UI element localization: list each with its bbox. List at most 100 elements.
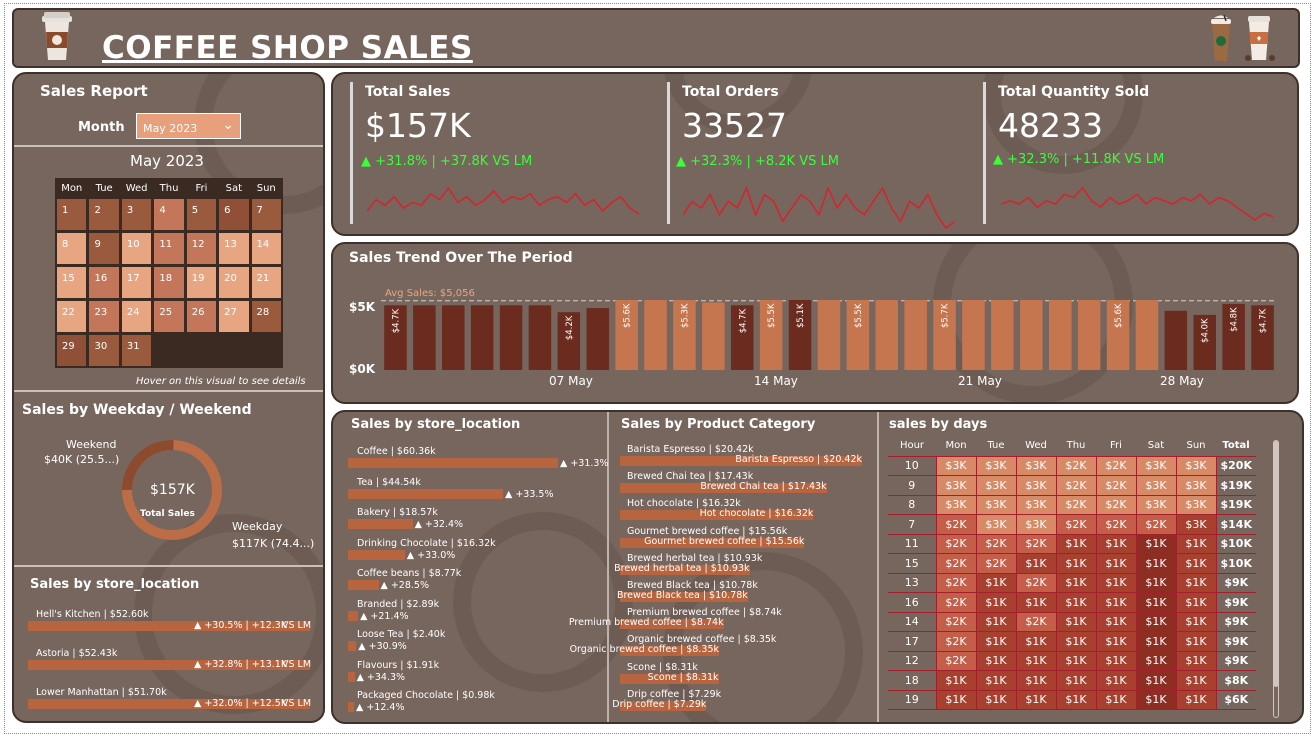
trend-bar-day-9[interactable] — [615, 300, 638, 370]
heatmap-cell[interactable]: $2K — [975, 553, 1017, 574]
trend-bar-day-13[interactable] — [731, 305, 754, 370]
calendar-day-cell[interactable]: 19 — [185, 266, 218, 299]
calendar-day-cell[interactable]: 10 — [120, 232, 153, 265]
heatmap-cell[interactable]: $1K — [975, 592, 1017, 613]
heatmap-cell[interactable]: $1K — [1095, 631, 1137, 652]
heatmap-cell[interactable]: $2K — [1015, 572, 1057, 593]
heatmap-cell[interactable]: $2K — [1015, 611, 1057, 632]
calendar-day-cell[interactable]: 23 — [88, 300, 120, 333]
heatmap-cell[interactable]: $1K — [1055, 592, 1097, 613]
calendar-day-cell[interactable]: 28 — [250, 300, 282, 333]
trend-bar-day-15[interactable] — [788, 300, 812, 370]
heatmap-cell[interactable]: $1K — [1055, 631, 1097, 652]
trend-bar-day-8[interactable] — [586, 308, 610, 370]
heatmap-cell[interactable]: $1K — [1015, 553, 1057, 574]
trend-bar-day-4[interactable] — [470, 305, 494, 370]
trend-bar-day-19[interactable] — [904, 300, 927, 370]
trend-bar-day-1[interactable] — [384, 305, 407, 370]
calendar-day-cell[interactable]: 2 — [88, 198, 120, 231]
trend-bar-day-28[interactable] — [1164, 310, 1188, 370]
heatmap-cell[interactable]: $1K — [1095, 533, 1137, 554]
trend-bar-day-20[interactable] — [933, 300, 956, 370]
calendar-day-cell[interactable]: 6 — [218, 198, 250, 231]
scrollbar-thumb[interactable] — [1274, 441, 1278, 687]
calendar-day-cell[interactable]: 8 — [56, 232, 88, 265]
heatmap-cell[interactable]: $1K — [1095, 611, 1137, 632]
calendar-day-cell[interactable]: 24 — [120, 300, 153, 333]
month-dropdown[interactable]: May 2023 ⌄ — [136, 113, 241, 139]
heatmap-cell[interactable]: $1K — [1055, 689, 1097, 710]
calendar-day-cell[interactable]: 12 — [185, 232, 218, 265]
heatmap-cell[interactable]: $3K — [1135, 475, 1177, 496]
heatmap-cell[interactable]: $2K — [1095, 494, 1137, 515]
heatmap-cell[interactable]: $1K — [1175, 650, 1217, 671]
trend-bar-day-24[interactable] — [1049, 300, 1072, 370]
heatmap-cell[interactable]: $3K — [935, 494, 977, 515]
heatmap-cell[interactable]: $2K — [1055, 475, 1097, 496]
trend-bar-day-12[interactable] — [702, 302, 725, 371]
heatmap-cell[interactable]: $2K — [1015, 533, 1057, 554]
heatmap-cell[interactable]: $1K — [1135, 650, 1177, 671]
trend-bar-day-27[interactable] — [1135, 300, 1159, 370]
heatmap-cell[interactable]: $1K — [1135, 689, 1177, 710]
calendar-day-cell[interactable]: 7 — [250, 198, 282, 231]
heatmap-cell[interactable]: $1K — [935, 689, 977, 710]
calendar-day-cell[interactable]: 3 — [120, 198, 153, 231]
trend-bar-day-25[interactable] — [1077, 300, 1101, 370]
heatmap-cell[interactable]: $1K — [1175, 631, 1217, 652]
trend-bar-day-2[interactable] — [413, 305, 436, 370]
heatmap-cell[interactable]: $1K — [1175, 572, 1217, 593]
calendar-day-cell[interactable]: 25 — [153, 300, 185, 333]
heatmap-cell[interactable]: $1K — [1135, 533, 1177, 554]
heatmap-cell[interactable]: $1K — [1055, 533, 1097, 554]
heatmap-cell[interactable]: $1K — [1015, 631, 1057, 652]
heatmap-cell[interactable]: $1K — [1055, 670, 1097, 691]
heatmap-cell[interactable]: $3K — [1015, 455, 1057, 476]
heatmap-cell[interactable]: $2K — [935, 631, 977, 652]
heatmap-cell[interactable]: $1K — [1135, 553, 1177, 574]
heatmap-cell[interactable]: $3K — [1175, 455, 1217, 476]
heatmap-cell[interactable]: $1K — [975, 670, 1017, 691]
heatmap-cell[interactable]: $1K — [1175, 670, 1217, 691]
heatmap-cell[interactable]: $1K — [1055, 650, 1097, 671]
heatmap-cell[interactable]: $1K — [975, 650, 1017, 671]
heatmap-cell[interactable]: $1K — [1055, 572, 1097, 593]
trend-bar-day-6[interactable] — [528, 305, 552, 370]
trend-bar-day-31[interactable] — [1251, 305, 1274, 370]
heatmap-header[interactable]: Total — [1216, 436, 1256, 457]
trend-bar-day-18[interactable] — [875, 300, 899, 370]
calendar-day-cell[interactable]: 9 — [88, 232, 120, 265]
heatmap-cell[interactable]: $1K — [1135, 631, 1177, 652]
heatmap-cell[interactable]: $2K — [1055, 514, 1097, 535]
heatmap-cell[interactable]: $1K — [1015, 670, 1057, 691]
heatmap-cell[interactable]: $1K — [1095, 553, 1137, 574]
heatmap-cell[interactable]: $1K — [1095, 689, 1137, 710]
heatmap-cell[interactable]: $2K — [1095, 514, 1137, 535]
trend-bar-day-30[interactable] — [1222, 303, 1245, 370]
heatmap-cell[interactable]: $3K — [1135, 494, 1177, 515]
trend-bar-day-10[interactable] — [644, 300, 667, 370]
sales-trend-chart[interactable]: $4.7K $4.2K $5.6K $5.3K $4.7K $5.5K $5.1K $5.5K… — [381, 300, 1277, 376]
calendar-day-cell[interactable]: 18 — [153, 266, 185, 299]
heatmap-cell[interactable]: $1K — [1095, 592, 1137, 613]
heatmap-cell[interactable]: $3K — [935, 475, 977, 496]
heatmap-cell[interactable]: $1K — [1175, 533, 1217, 554]
heatmap-cell[interactable]: $1K — [1055, 553, 1097, 574]
heatmap-cell[interactable]: $1K — [975, 572, 1017, 593]
calendar-day-cell[interactable]: 15 — [56, 266, 88, 299]
heatmap-cell[interactable]: $3K — [1175, 514, 1217, 535]
calendar-day-cell[interactable]: 29 — [56, 334, 88, 367]
calendar-day-cell[interactable]: 16 — [88, 266, 120, 299]
heatmap-cell[interactable]: $3K — [975, 455, 1017, 476]
heatmap-cell[interactable]: $1K — [975, 689, 1017, 710]
heatmap-cell[interactable]: $2K — [935, 611, 977, 632]
heatmap-cell[interactable]: $1K — [1135, 611, 1177, 632]
heatmap-cell[interactable]: $3K — [975, 514, 1017, 535]
trend-bar-day-7[interactable] — [557, 312, 581, 370]
heatmap-cell[interactable]: $2K — [1095, 475, 1137, 496]
calendar-day-cell[interactable]: 5 — [185, 198, 218, 231]
calendar-day-cell[interactable]: 31 — [120, 334, 153, 367]
heatmap-cell[interactable]: $1K — [1135, 572, 1177, 593]
heatmap-cell[interactable]: $2K — [935, 553, 977, 574]
calendar-day-cell[interactable]: 30 — [88, 334, 120, 367]
